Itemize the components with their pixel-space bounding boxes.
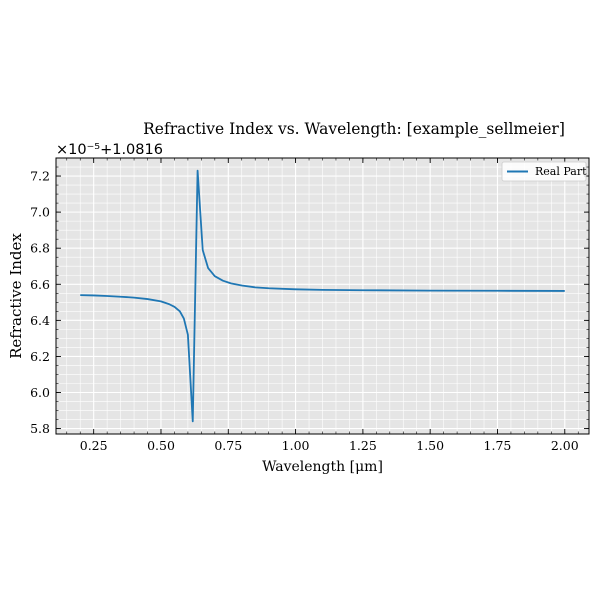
y-tick-label: 6.6 <box>30 277 50 292</box>
series-line-real-part <box>80 169 565 423</box>
x-tick-label: 0.50 <box>147 438 175 453</box>
x-tick-label: 1.75 <box>484 438 512 453</box>
y-tick-label: 6.2 <box>30 349 50 364</box>
legend-label-real-part: Real Part <box>535 165 587 178</box>
grid <box>56 157 589 434</box>
x-tick-label: 1.00 <box>282 438 310 453</box>
legend: Real Part <box>501 161 587 182</box>
plot-frame <box>55 157 590 435</box>
legend-box <box>501 161 587 182</box>
y-axis-label: Refractive Index <box>7 233 25 359</box>
x-tick-label: 0.75 <box>214 438 242 453</box>
y-tick-label: 7.2 <box>30 169 50 184</box>
x-tick-label: 1.50 <box>416 438 444 453</box>
series-group <box>80 169 565 423</box>
y-tick-label: 6.4 <box>30 313 50 328</box>
x-tick-label: 0.25 <box>80 438 108 453</box>
tick-labels: 0.25 0.50 0.75 1.00 1.25 1.50 1.75 2.00 5.8 6.0 6.… <box>30 169 579 453</box>
y-tick-label: 7.0 <box>30 205 50 220</box>
y-tick-label: 5.8 <box>30 421 50 436</box>
y-tick-label: 6.8 <box>30 241 50 256</box>
chart-title: Refractive Index vs. Wavelength: [exampl… <box>143 120 565 138</box>
x-tick-label: 2.00 <box>551 438 579 453</box>
y-tick-label: 6.0 <box>30 385 50 400</box>
axis-offset-label: ×10⁻⁵+1.0816 <box>56 142 163 158</box>
x-tick-label: 1.25 <box>349 438 377 453</box>
x-axis-label: Wavelength [μm] <box>262 459 383 475</box>
